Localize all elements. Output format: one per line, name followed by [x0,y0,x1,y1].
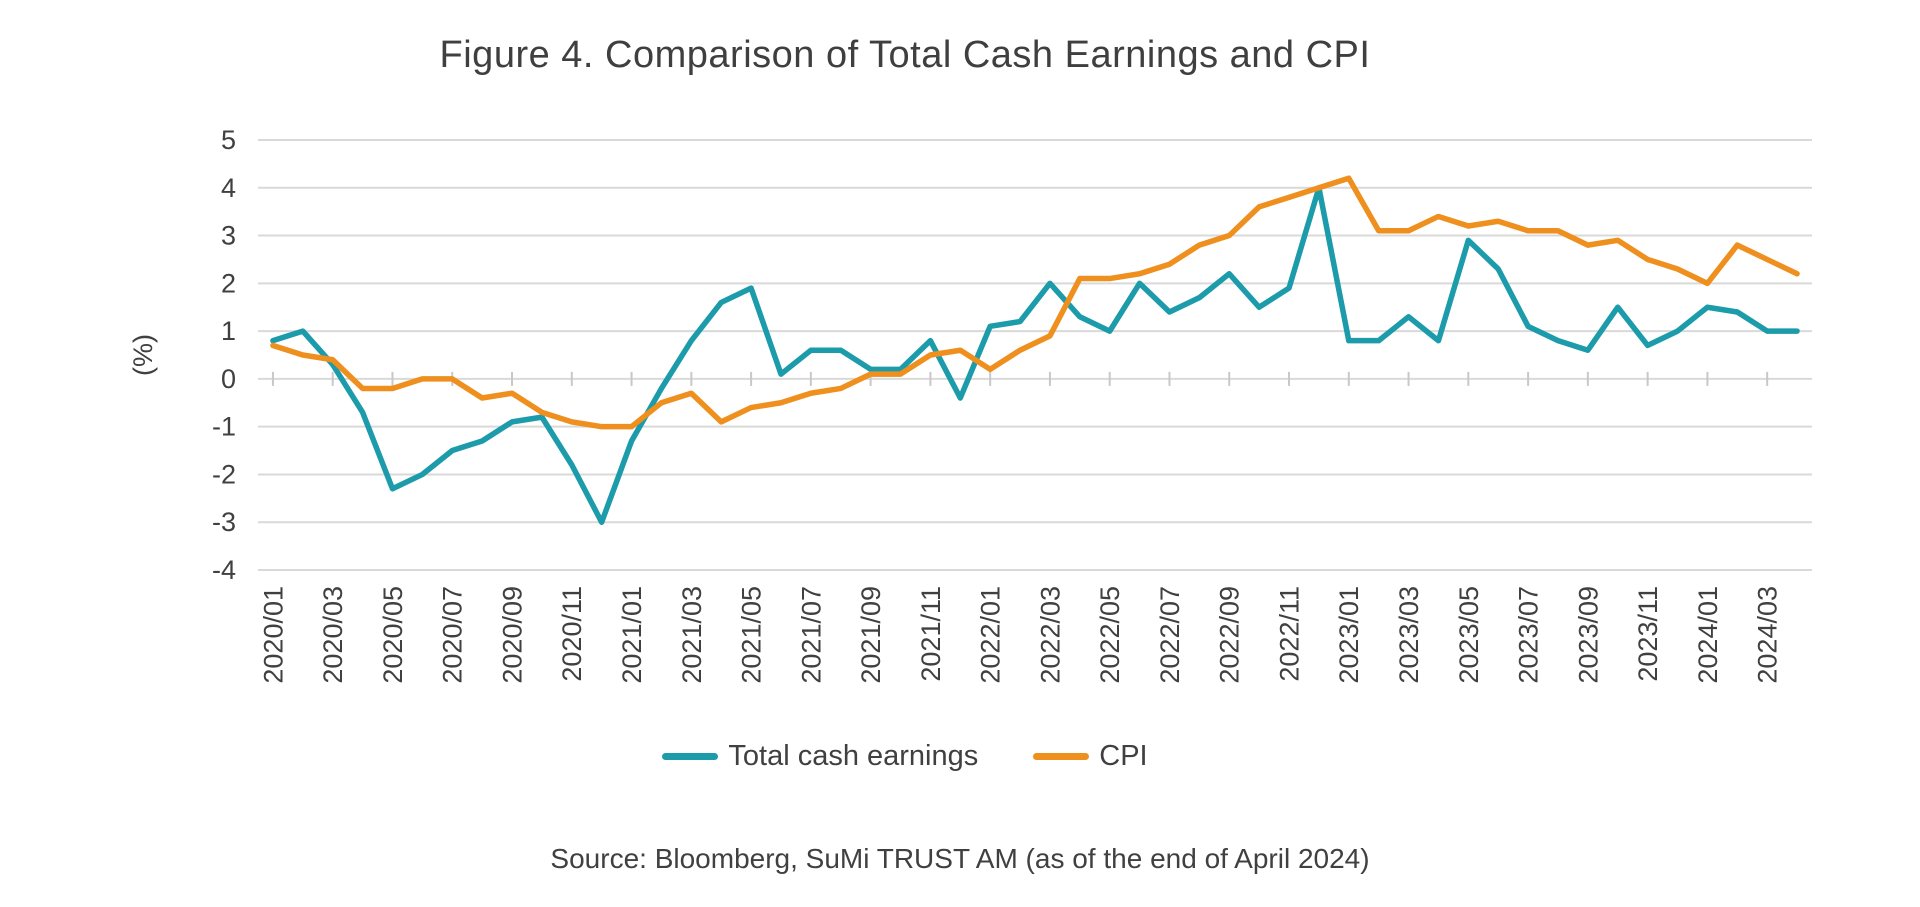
svg-text:3: 3 [221,221,236,251]
svg-text:2022/01: 2022/01 [976,586,1006,684]
svg-text:2022/09: 2022/09 [1215,586,1245,684]
page-title: Figure 4. Comparison of Total Cash Earni… [439,34,1371,76]
svg-text:5: 5 [221,125,236,155]
svg-text:-1: -1 [212,412,236,442]
svg-text:2021/05: 2021/05 [737,586,767,684]
svg-text:2020/11: 2020/11 [557,586,587,682]
svg-text:2024/03: 2024/03 [1753,586,1783,684]
svg-text:2021/01: 2021/01 [617,586,647,684]
svg-text:2022/03: 2022/03 [1035,586,1065,684]
legend: Total cash earnings CPI [0,740,1810,773]
svg-text:2021/03: 2021/03 [677,586,707,684]
svg-text:-4: -4 [212,555,236,585]
svg-text:-2: -2 [212,459,236,489]
svg-text:2020/09: 2020/09 [497,586,527,684]
legend-item-total-cash-earnings: Total cash earnings [662,740,978,773]
svg-text:2022/11: 2022/11 [1274,586,1304,682]
svg-text:2023/11: 2023/11 [1633,586,1663,682]
legend-label-cpi: CPI [1099,740,1148,772]
svg-text:2020/07: 2020/07 [438,586,468,684]
legend-item-cpi: CPI [1033,740,1148,773]
svg-text:(%): (%) [128,334,158,376]
line-chart: -4 -3 -2 -1 0 1 2 3 4 5 2020/01 2020/03 2020/05 2020/… [128,125,1812,684]
svg-text:2022/07: 2022/07 [1155,586,1185,684]
svg-text:2: 2 [221,268,236,298]
svg-text:2023/05: 2023/05 [1454,586,1484,684]
svg-text:1: 1 [221,316,236,346]
source-note: Source: Bloomberg, SuMi TRUST AM (as of … [550,843,1370,874]
svg-text:2021/11: 2021/11 [916,586,946,682]
svg-text:2020/01: 2020/01 [258,586,288,684]
svg-text:2020/05: 2020/05 [378,586,408,684]
svg-text:2020/03: 2020/03 [318,586,348,684]
svg-text:2023/03: 2023/03 [1394,586,1424,684]
svg-text:2023/07: 2023/07 [1514,586,1544,684]
svg-text:2024/01: 2024/01 [1693,586,1723,684]
svg-text:2023/09: 2023/09 [1573,586,1603,684]
svg-text:0: 0 [221,364,236,394]
svg-text:2022/05: 2022/05 [1095,586,1125,684]
legend-label-total-cash-earnings: Total cash earnings [728,740,979,772]
svg-text:4: 4 [221,173,236,203]
svg-text:2021/09: 2021/09 [856,586,886,684]
cpi-line-swatch [1033,753,1090,760]
svg-text:2023/01: 2023/01 [1334,586,1364,684]
svg-text:-3: -3 [212,507,236,537]
total-cash-earnings-line-swatch [662,753,719,760]
svg-text:2021/07: 2021/07 [796,586,826,684]
